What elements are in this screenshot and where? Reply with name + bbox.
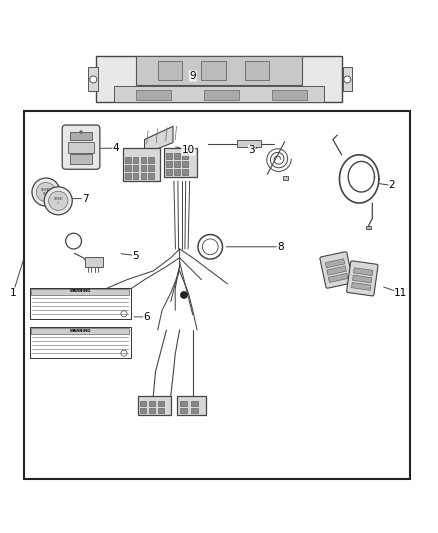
Bar	[272, 90, 307, 100]
Bar	[182, 169, 188, 174]
Bar	[366, 226, 371, 229]
Bar	[149, 401, 155, 406]
Text: GTREAT
+: GTREAT +	[53, 197, 63, 205]
Circle shape	[79, 130, 83, 134]
Bar	[70, 155, 92, 164]
Bar	[133, 157, 138, 163]
Bar	[180, 401, 187, 406]
Bar	[177, 395, 206, 415]
Bar	[182, 161, 188, 167]
Bar	[237, 140, 261, 147]
Bar	[148, 165, 154, 171]
Bar	[204, 90, 239, 100]
Circle shape	[44, 187, 72, 215]
Circle shape	[180, 292, 187, 298]
Text: 7: 7	[82, 193, 89, 204]
Text: 5: 5	[132, 251, 139, 261]
Bar	[125, 165, 131, 171]
Circle shape	[32, 178, 60, 206]
Bar	[114, 86, 324, 102]
Text: 10: 10	[182, 146, 195, 156]
Bar	[343, 67, 352, 91]
Text: 3: 3	[248, 146, 255, 156]
Bar	[180, 408, 187, 413]
Bar	[141, 165, 146, 171]
Text: 1: 1	[10, 288, 17, 298]
FancyBboxPatch shape	[62, 125, 100, 169]
Bar	[174, 161, 180, 167]
Bar	[31, 289, 129, 295]
Bar	[24, 111, 410, 479]
Bar	[158, 401, 164, 406]
Text: WARNING: WARNING	[70, 289, 91, 294]
Bar	[166, 169, 172, 174]
Text: GTREAT
RST: GTREAT RST	[41, 188, 50, 196]
Bar	[325, 259, 345, 268]
Bar	[191, 401, 198, 406]
FancyBboxPatch shape	[320, 252, 353, 288]
Circle shape	[344, 76, 351, 83]
Bar	[133, 173, 138, 179]
Bar	[125, 173, 131, 179]
Bar	[85, 257, 103, 266]
Text: 6: 6	[143, 312, 150, 322]
Bar	[158, 61, 182, 80]
Bar	[148, 157, 154, 163]
Bar	[136, 56, 302, 85]
Text: 9: 9	[189, 71, 196, 81]
Bar	[166, 161, 172, 167]
Bar	[353, 268, 373, 276]
Bar	[351, 282, 371, 290]
Bar	[164, 148, 197, 177]
Bar	[174, 169, 180, 174]
Bar	[245, 61, 269, 80]
Bar	[174, 153, 180, 159]
Bar	[158, 408, 164, 413]
Bar	[140, 401, 146, 406]
Bar	[96, 56, 342, 102]
Bar	[30, 287, 131, 319]
Bar	[125, 157, 131, 163]
Bar	[182, 153, 188, 159]
Text: 2: 2	[389, 181, 396, 190]
Bar	[136, 90, 171, 100]
Bar	[70, 133, 92, 140]
Bar	[149, 408, 155, 413]
Bar	[201, 61, 226, 80]
Bar	[68, 142, 94, 152]
Polygon shape	[145, 126, 173, 154]
Bar	[30, 327, 131, 359]
Bar	[141, 173, 146, 179]
Bar	[141, 157, 146, 163]
Bar	[140, 408, 146, 413]
Text: 8: 8	[277, 242, 284, 252]
Bar	[353, 275, 372, 283]
Bar	[31, 328, 129, 334]
Text: WARNING: WARNING	[70, 329, 91, 333]
Bar	[133, 165, 138, 171]
Bar	[138, 395, 171, 415]
FancyBboxPatch shape	[346, 261, 378, 296]
Bar	[191, 408, 198, 413]
Circle shape	[49, 191, 68, 211]
Bar	[166, 153, 172, 159]
Bar	[123, 148, 160, 181]
Bar	[148, 173, 154, 179]
Circle shape	[36, 182, 56, 201]
Circle shape	[90, 76, 97, 83]
Bar	[88, 67, 98, 91]
Bar	[283, 176, 288, 180]
Bar	[327, 266, 346, 275]
Text: 11: 11	[394, 288, 407, 298]
Bar	[328, 273, 348, 282]
Text: 4: 4	[113, 143, 120, 154]
